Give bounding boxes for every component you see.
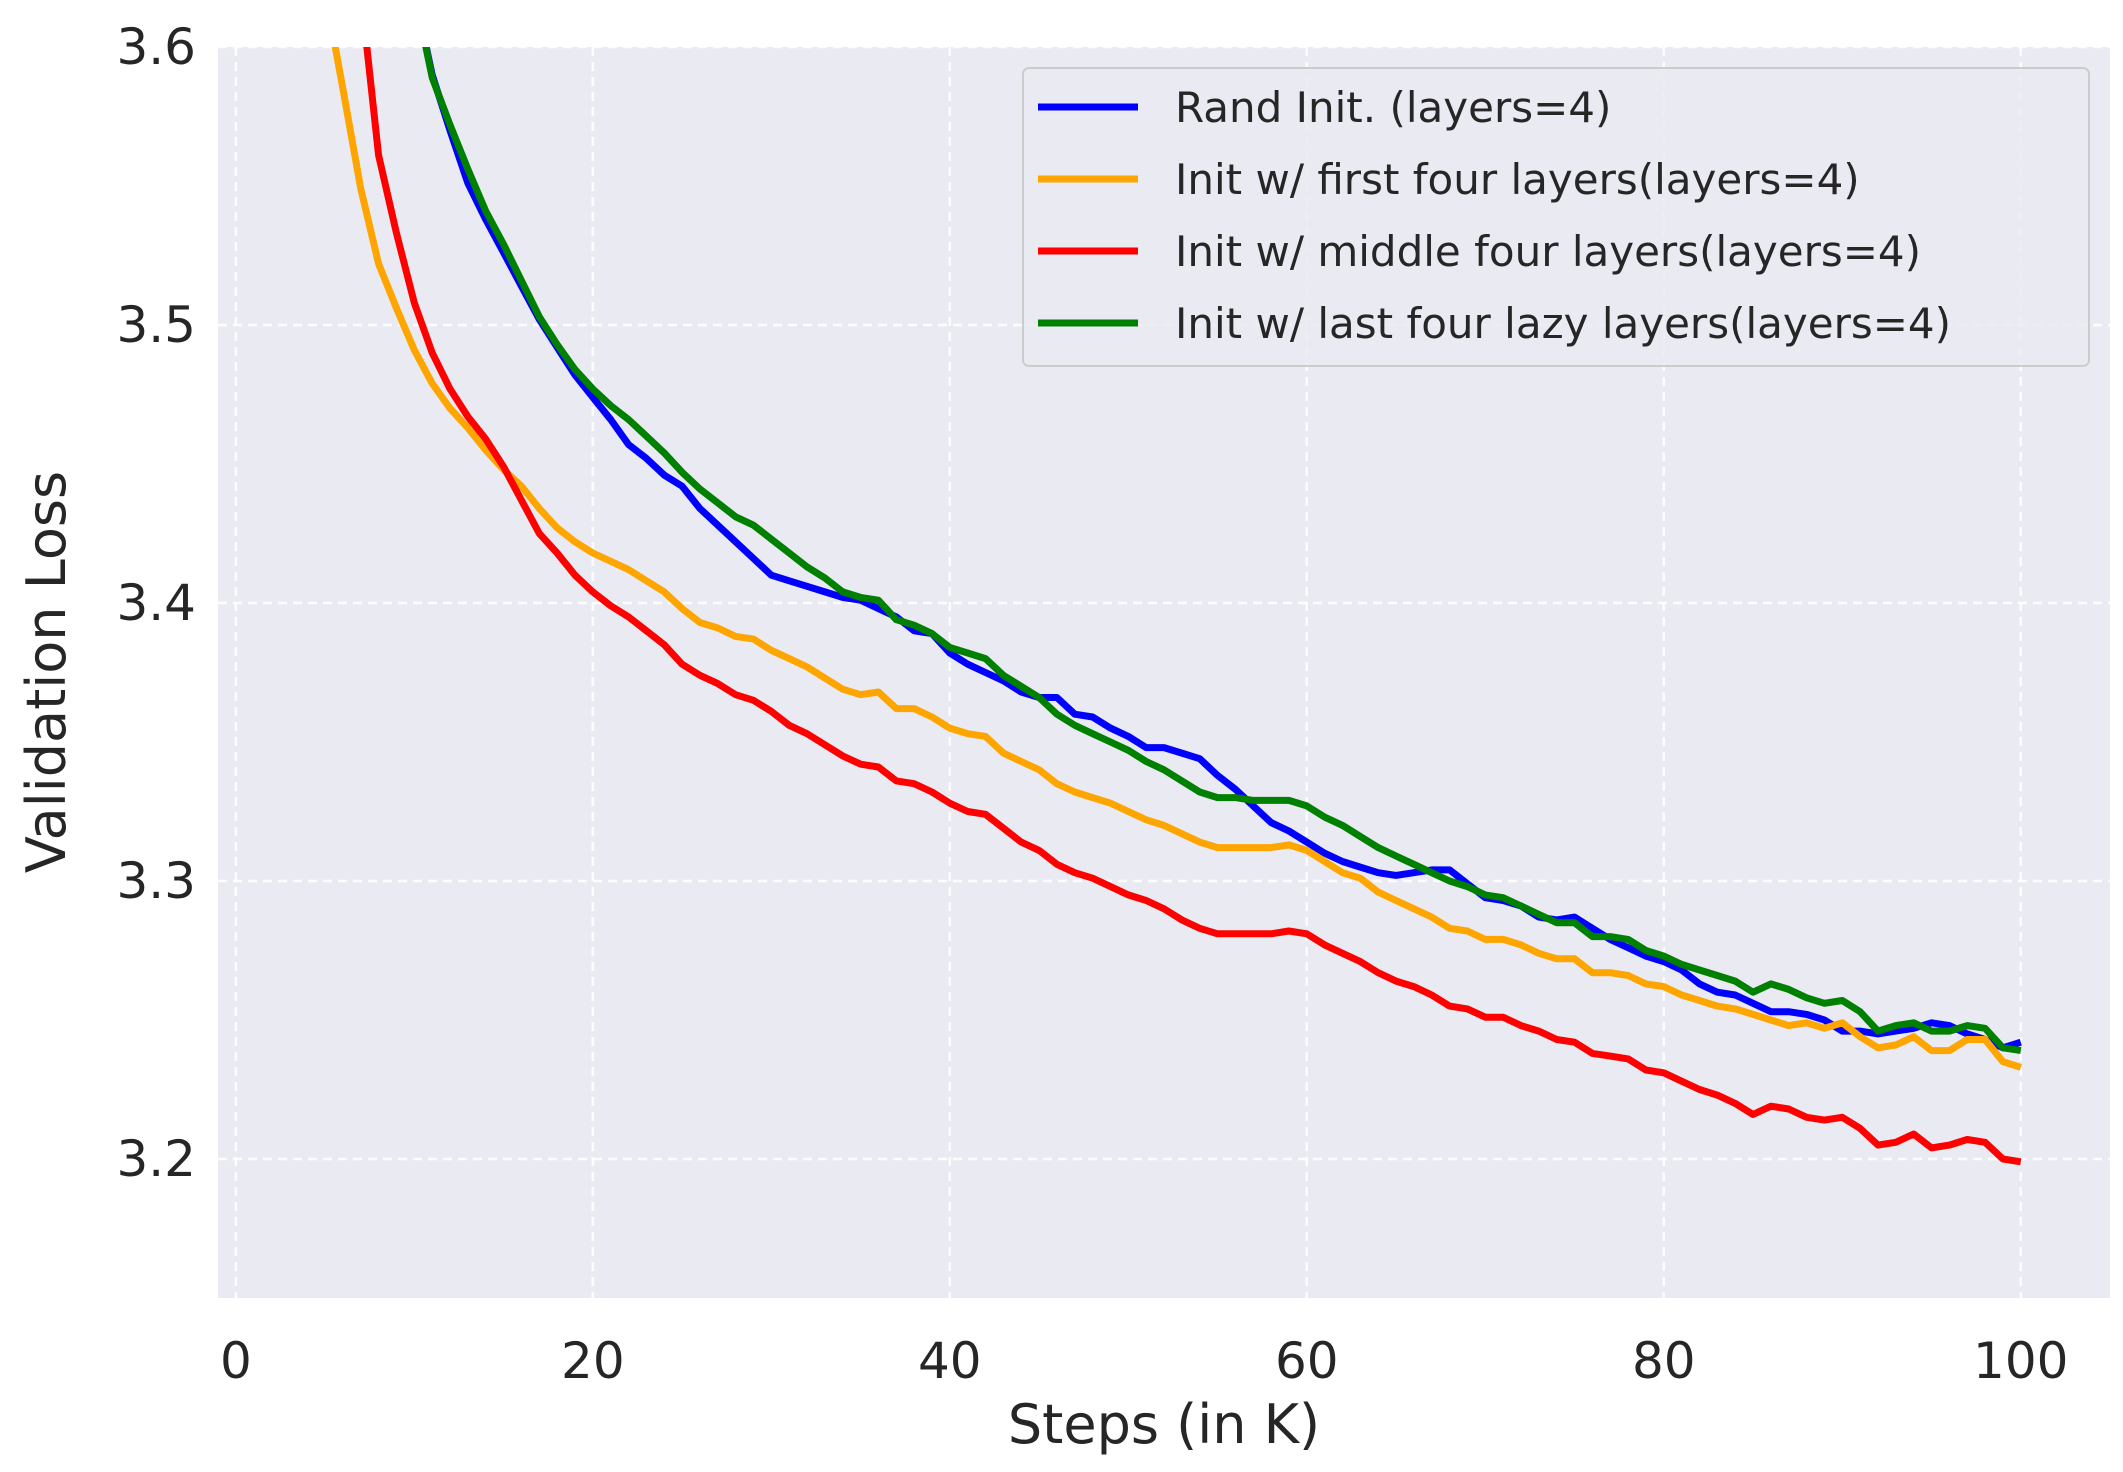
x-axis-label: Steps (in K) xyxy=(1008,1393,1320,1456)
x-tick-label: 60 xyxy=(1275,1332,1339,1390)
legend: Rand Init. (layers=4) Init w/ first four … xyxy=(1022,67,2090,367)
y-tick-label: 3.2 xyxy=(116,1130,196,1188)
series-lines xyxy=(331,47,2022,1166)
series-line-4 xyxy=(422,47,2022,1055)
legend-label-2: Init w/ first four layers(layers=4) xyxy=(1175,155,1860,204)
x-tick-label: 40 xyxy=(918,1332,982,1390)
legend-label-1: Rand Init. (layers=4) xyxy=(1175,83,1611,132)
series-line-2 xyxy=(331,47,2022,1071)
x-axis-ticks: 0 20 40 60 80 100 xyxy=(220,1332,2069,1390)
series-line-3 xyxy=(363,47,2022,1166)
x-tick-label: 20 xyxy=(561,1332,625,1390)
x-tick-label: 100 xyxy=(1973,1332,2068,1390)
legend-label-4: Init w/ last four lazy layers(layers=4) xyxy=(1175,299,1951,348)
legend-box xyxy=(1022,67,2090,367)
y-tick-label: 3.6 xyxy=(116,18,196,76)
x-tick-label: 80 xyxy=(1632,1332,1696,1390)
y-axis-label: Validation Loss xyxy=(15,471,78,873)
y-tick-label: 3.4 xyxy=(116,574,196,632)
y-axis-ticks: 3.2 3.3 3.4 3.5 3.6 xyxy=(116,18,196,1188)
y-tick-label: 3.5 xyxy=(116,296,196,354)
series-line-1 xyxy=(422,47,2022,1052)
x-tick-label: 0 xyxy=(220,1332,252,1390)
y-tick-label: 3.3 xyxy=(116,852,196,910)
legend-label-3: Init w/ middle four layers(layers=4) xyxy=(1175,227,1921,276)
